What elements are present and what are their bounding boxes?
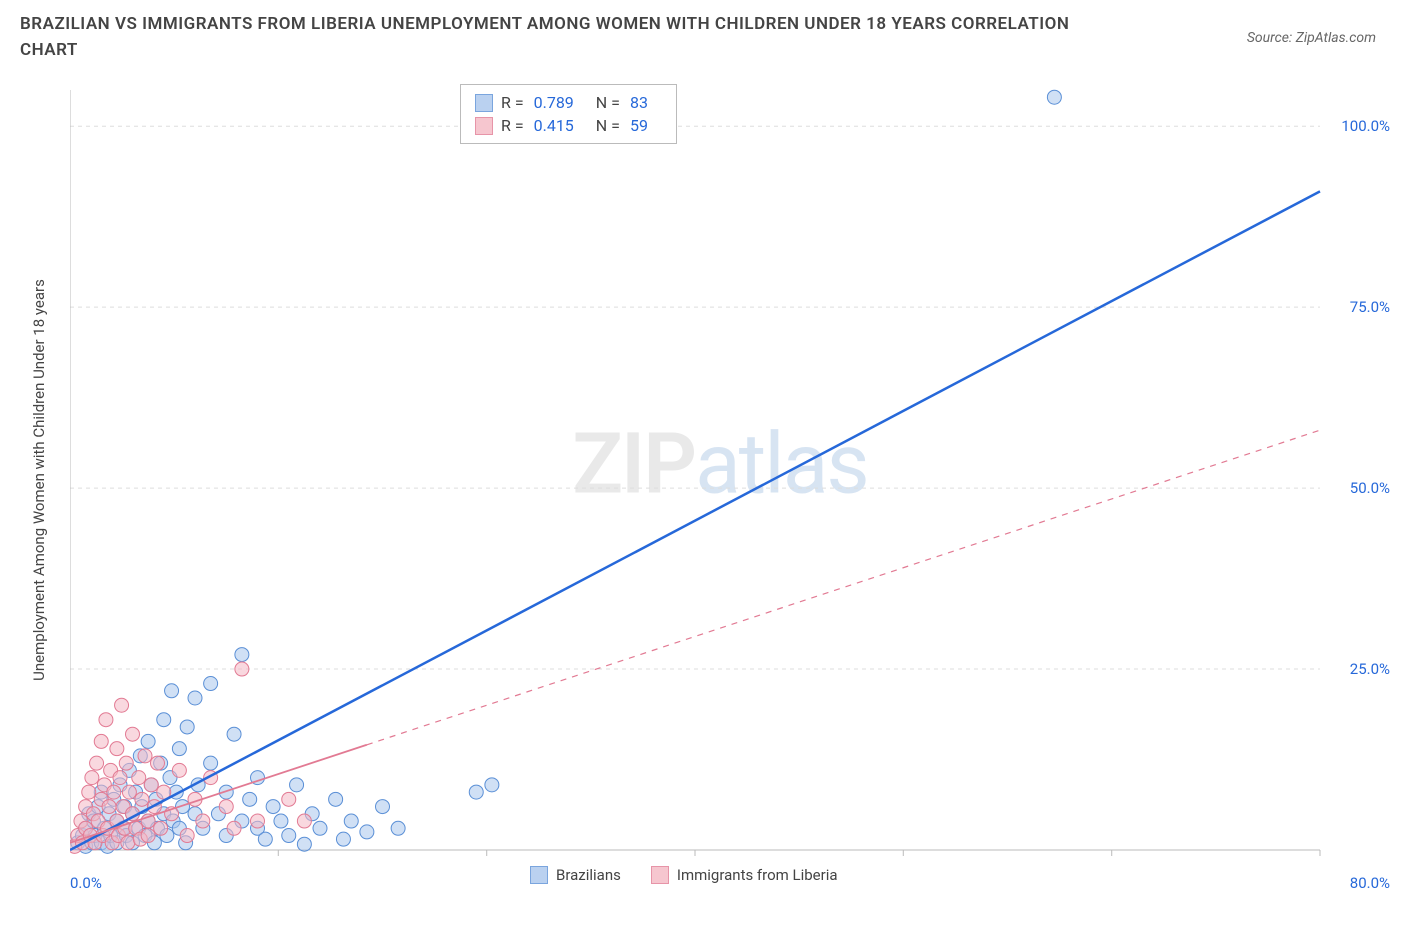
r-value-liberia: 0.415 bbox=[534, 116, 574, 135]
legend-item-brazilians: Brazilians bbox=[530, 866, 621, 884]
swatch-brazilians bbox=[475, 94, 493, 112]
legend-label-brazilians: Brazilians bbox=[556, 866, 621, 884]
r-label: R = bbox=[501, 93, 524, 112]
y-axis-label: Unemployment Among Women with Children U… bbox=[30, 279, 48, 681]
n-value-liberia: 59 bbox=[630, 116, 648, 135]
swatch-liberia bbox=[475, 117, 493, 135]
stat-row-brazilians: R = 0.789 N = 83 bbox=[475, 91, 662, 114]
legend-label-liberia: Immigrants from Liberia bbox=[677, 866, 838, 884]
y-tick-label: 75.0% bbox=[1350, 298, 1390, 316]
n-value-brazilians: 83 bbox=[630, 93, 648, 112]
header: BRAZILIAN VS IMMIGRANTS FROM LIBERIA UNE… bbox=[0, 0, 1406, 63]
legend-swatch-brazilians bbox=[530, 866, 548, 884]
scatter-plot bbox=[70, 80, 1370, 880]
x-max-label: 80.0% bbox=[1350, 874, 1390, 892]
y-tick-label: 100.0% bbox=[1341, 117, 1390, 135]
source-text: Source: ZipAtlas.com bbox=[1247, 30, 1376, 46]
y-tick-label: 50.0% bbox=[1350, 479, 1390, 497]
n-label: N = bbox=[596, 93, 620, 112]
legend-swatch-liberia bbox=[651, 866, 669, 884]
n-label: N = bbox=[596, 116, 620, 135]
chart-area: Unemployment Among Women with Children U… bbox=[60, 80, 1380, 880]
stat-row-liberia: R = 0.415 N = 59 bbox=[475, 114, 662, 137]
r-value-brazilians: 0.789 bbox=[534, 93, 574, 112]
stats-box: R = 0.789 N = 83 R = 0.415 N = 59 bbox=[460, 84, 677, 144]
legend-item-liberia: Immigrants from Liberia bbox=[651, 866, 838, 884]
y-tick-label: 25.0% bbox=[1350, 660, 1390, 678]
legend: Brazilians Immigrants from Liberia bbox=[530, 866, 838, 884]
r-label: R = bbox=[501, 116, 524, 135]
x-origin-label: 0.0% bbox=[70, 874, 102, 892]
chart-title: BRAZILIAN VS IMMIGRANTS FROM LIBERIA UNE… bbox=[20, 12, 1120, 63]
